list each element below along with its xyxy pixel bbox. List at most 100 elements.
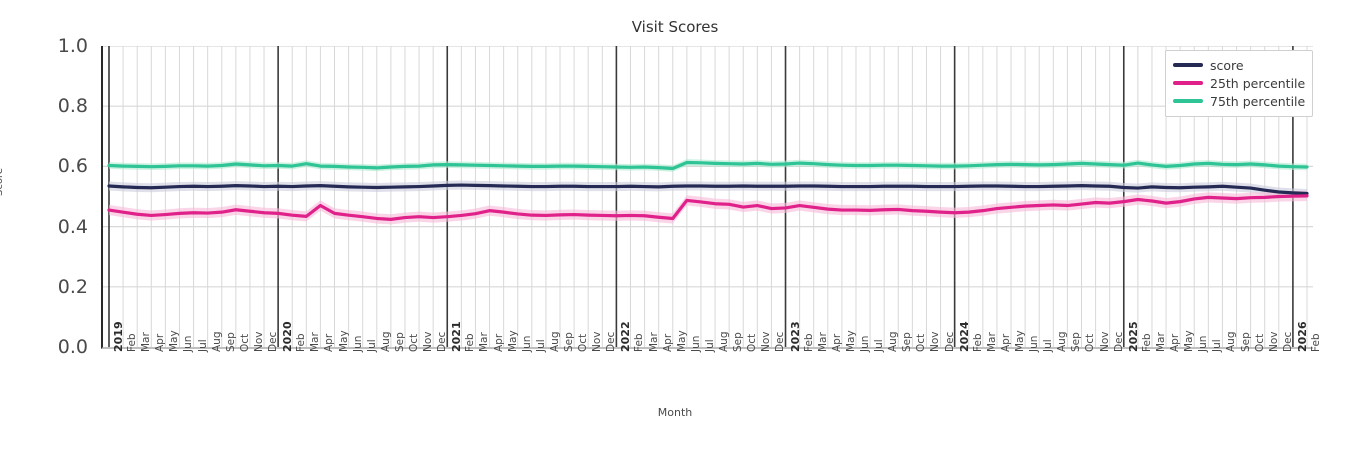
x-tick-label-month: Apr xyxy=(830,333,843,352)
chart-title: Visit Scores xyxy=(631,18,719,36)
x-tick-label-year: 2020 xyxy=(281,321,295,352)
x-tick-label-month: Mar xyxy=(478,332,491,352)
x-tick-label-month: Feb xyxy=(126,333,139,352)
x-tick-label-year: 2022 xyxy=(619,321,633,352)
legend-swatch-p25 xyxy=(1173,81,1203,85)
x-tick-label-month: Feb xyxy=(1310,333,1322,352)
x-tick-label-month: Jun xyxy=(1028,335,1041,352)
x-tick-label-month: Feb xyxy=(802,333,815,352)
x-tick-label-month: Dec xyxy=(436,331,449,352)
x-tick-label-month: Mar xyxy=(647,332,660,352)
x-tick-label-month: Nov xyxy=(591,331,604,353)
x-tick-label-month: Nov xyxy=(929,331,942,353)
y-axis-label: Score xyxy=(0,167,5,196)
x-tick-label-month: May xyxy=(1014,330,1027,352)
x-tick-label-month: Mar xyxy=(985,332,998,352)
x-tick-label-month: Jun xyxy=(689,335,702,352)
x-tick-label-month: Oct xyxy=(746,333,759,352)
x-tick-label-month: Dec xyxy=(1281,331,1294,352)
x-tick-label-month: Jul xyxy=(534,339,547,352)
x-tick-label-month: Apr xyxy=(1169,333,1182,352)
x-tick-label-month: Oct xyxy=(1084,333,1097,352)
legend-label-score: score xyxy=(1210,57,1244,73)
x-tick-label-month: Apr xyxy=(661,333,674,352)
x-tick-label-month: Nov xyxy=(422,331,435,353)
plot-area xyxy=(101,46,1313,349)
x-tick-label-month: Oct xyxy=(915,333,928,352)
x-tick-label-month: Jul xyxy=(365,339,378,352)
x-tick-label-month: Jun xyxy=(182,335,195,352)
x-tick-label-month: Nov xyxy=(760,331,773,353)
x-tick-label-month: Feb xyxy=(1140,333,1153,352)
x-tick-label-month: Feb xyxy=(633,333,646,352)
x-tick-label-month: Feb xyxy=(295,333,308,352)
chart-legend: score 25th percentile 75th percentile xyxy=(1165,50,1314,117)
legend-swatch-score xyxy=(1173,63,1203,67)
y-tick-label: 0.6 xyxy=(57,155,88,178)
x-tick-label-month: Sep xyxy=(732,332,745,352)
y-tick-label: 0.0 xyxy=(57,336,88,358)
x-axis-label: Month xyxy=(657,406,693,419)
x-tick-label-month: Apr xyxy=(492,333,505,352)
x-tick-label-month: Jun xyxy=(351,335,364,352)
x-tick-label-year: 2026 xyxy=(1295,321,1309,352)
x-tick-label-month: Feb xyxy=(971,333,984,352)
x-tick-label-month: May xyxy=(1183,330,1196,352)
x-tick-label-month: May xyxy=(675,330,688,352)
x-tick-label-month: Mar xyxy=(140,332,153,352)
x-tick-label-month: May xyxy=(844,330,857,352)
x-tick-label-month: Nov xyxy=(1098,331,1111,353)
legend-item-p75[interactable]: 75th percentile xyxy=(1173,92,1305,110)
y-tick-label: 0.2 xyxy=(57,275,88,298)
legend-swatch-p75 xyxy=(1173,99,1203,103)
x-tick-label-month: Dec xyxy=(267,331,280,352)
x-tick-label-month: Jul xyxy=(196,339,209,352)
x-tick-label-month: Aug xyxy=(379,331,392,352)
x-tick-label-month: Dec xyxy=(943,331,956,352)
x-tick-label-month: Jun xyxy=(858,335,871,352)
x-tick-label-month: Oct xyxy=(577,333,590,352)
x-tick-label-month: Aug xyxy=(1056,331,1069,352)
x-tick-label-year: 2021 xyxy=(450,321,464,352)
y-tick-label: 1.0 xyxy=(57,35,88,57)
legend-label-p75: 75th percentile xyxy=(1210,93,1306,109)
x-tick-label-month: Jul xyxy=(873,339,886,352)
x-tick-label-month: Sep xyxy=(393,332,406,352)
x-tick-label-year: 2023 xyxy=(788,321,802,352)
x-tick-label-month: Sep xyxy=(901,332,914,352)
x-tick-label-month: Aug xyxy=(1225,331,1238,352)
x-tick-label-year: 2024 xyxy=(957,321,971,352)
legend-item-p25[interactable]: 25th percentile xyxy=(1173,74,1305,92)
chart-canvas xyxy=(103,46,1313,347)
x-tick-label-year: 2025 xyxy=(1126,321,1140,352)
x-tick-label-month: Apr xyxy=(323,333,336,352)
x-tick-label-month: Aug xyxy=(548,331,561,352)
x-tick-label-month: Oct xyxy=(1253,333,1266,352)
legend-item-score[interactable]: score xyxy=(1173,56,1305,74)
x-tick-label-month: Apr xyxy=(999,333,1012,352)
x-tick-label-month: Sep xyxy=(1070,332,1083,352)
x-tick-label-month: Nov xyxy=(1267,331,1280,353)
x-tick-label-month: May xyxy=(168,330,181,352)
x-tick-label-month: Sep xyxy=(563,332,575,352)
x-tick-label-month: Oct xyxy=(238,333,251,352)
y-tick-label: 0.8 xyxy=(57,95,88,118)
x-tick-label-month: May xyxy=(506,330,519,352)
x-tick-label-month: May xyxy=(337,330,350,352)
x-tick-label-month: Sep xyxy=(224,332,237,352)
x-tick-label-month: Mar xyxy=(1154,332,1167,352)
x-tick-label-month: Jun xyxy=(1197,335,1210,352)
x-tick-label-month: Dec xyxy=(1112,331,1125,352)
x-tick-label-month: Jul xyxy=(1042,339,1055,352)
x-tick-label-month: Aug xyxy=(887,331,900,352)
x-tick-label-month: Dec xyxy=(774,331,787,352)
y-tick-label: 0.4 xyxy=(57,215,88,238)
x-tick-label-month: Jul xyxy=(1211,339,1224,352)
x-tick-label-month: Nov xyxy=(252,331,265,353)
x-tick-label-month: Dec xyxy=(605,331,618,352)
x-tick-label-month: Sep xyxy=(1239,332,1252,352)
x-tick-label-month: Oct xyxy=(407,333,420,352)
x-tick-label-month: Feb xyxy=(464,333,477,352)
x-tick-label-month: Mar xyxy=(816,332,829,352)
